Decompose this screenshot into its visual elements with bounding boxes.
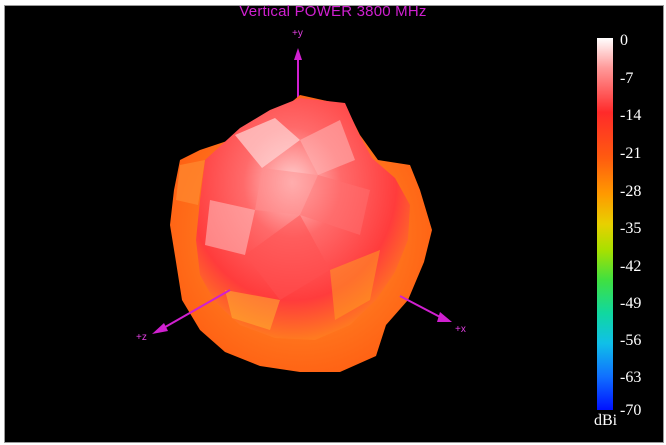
pattern-facet bbox=[205, 200, 255, 255]
x-axis-label: +x bbox=[455, 324, 466, 335]
colorbar-tick: -7 bbox=[620, 70, 634, 87]
colorbar-tick: -14 bbox=[620, 107, 642, 124]
pattern-facet bbox=[300, 120, 355, 175]
colorbar-unit: dBi bbox=[594, 412, 618, 429]
pattern-facet bbox=[176, 160, 205, 205]
x-axis-line bbox=[399, 295, 443, 319]
pattern-facet bbox=[245, 215, 330, 300]
colorbar-tick: -42 bbox=[620, 258, 642, 275]
colorbar-scale bbox=[597, 38, 613, 410]
colorbar-tick: -21 bbox=[620, 145, 642, 162]
y-axis-arrow bbox=[294, 48, 302, 60]
z-axis-line bbox=[159, 289, 231, 331]
colorbar-tick: -35 bbox=[620, 220, 642, 237]
colorbar-tick: -63 bbox=[620, 369, 642, 386]
colorbar-tick: -56 bbox=[620, 332, 642, 349]
colorbar-tick: -28 bbox=[620, 183, 642, 200]
pattern-facet bbox=[235, 118, 300, 168]
pattern-facet bbox=[300, 175, 370, 235]
colorbar-tick: -49 bbox=[620, 295, 642, 312]
z-axis-arrow bbox=[152, 323, 168, 334]
pattern-facet bbox=[330, 250, 380, 320]
colorbar-tick: 0 bbox=[620, 32, 628, 49]
y-axis-label: +y bbox=[292, 28, 303, 39]
z-axis-label: +z bbox=[136, 332, 147, 343]
pattern-facet bbox=[255, 168, 318, 215]
x-axis-arrow bbox=[437, 312, 452, 322]
pattern-facet bbox=[225, 290, 280, 330]
colorbar-tick: -70 bbox=[620, 402, 642, 419]
chart-title: Vertical POWER 3800 MHz bbox=[239, 3, 427, 20]
